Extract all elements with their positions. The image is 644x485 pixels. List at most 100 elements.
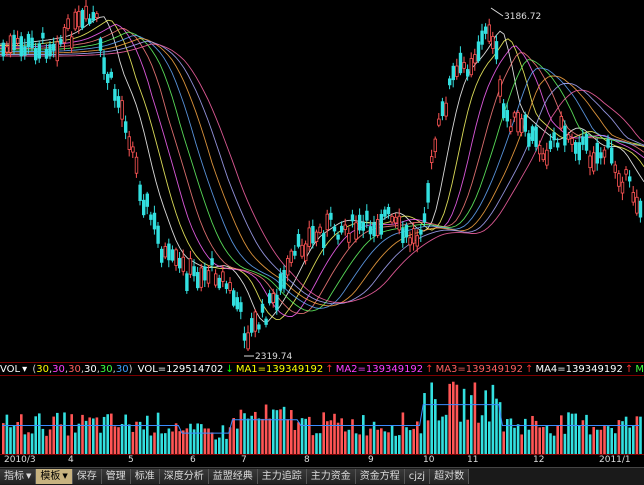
volume-bar xyxy=(437,420,441,454)
volume-bar xyxy=(516,424,520,454)
candle-body xyxy=(372,222,376,237)
vol-param: 30 xyxy=(52,364,65,375)
candle-body xyxy=(545,149,549,166)
volume-ma-line xyxy=(2,404,640,434)
volume-bar xyxy=(290,410,293,454)
axis-label: 2011/1 xyxy=(599,455,631,465)
toolbar-tab[interactable]: 指标 ▼ xyxy=(0,469,37,484)
candle-body xyxy=(538,145,542,155)
candle-body xyxy=(422,213,427,223)
candle-body xyxy=(152,212,157,230)
candle-body xyxy=(494,41,499,60)
candle-body xyxy=(52,43,56,51)
candle-body xyxy=(465,69,470,77)
toolbar-tab-label: 深度分析 xyxy=(163,471,204,482)
volume-bar xyxy=(372,421,376,454)
candle-body xyxy=(483,26,488,34)
volume-bar xyxy=(45,435,48,454)
candle-body xyxy=(159,248,164,263)
candle-body xyxy=(354,222,358,240)
candle-body xyxy=(404,224,409,238)
vol-param: 30 xyxy=(115,364,129,375)
candle-body xyxy=(512,112,517,118)
volume-chart[interactable] xyxy=(0,376,644,454)
vol-indicator-name[interactable]: VOL ▾ xyxy=(0,364,28,375)
candle-body xyxy=(278,273,283,291)
candle-body xyxy=(174,249,178,266)
ma-line xyxy=(0,31,644,312)
candle-body xyxy=(221,271,225,282)
candle-body xyxy=(379,213,383,235)
volume-bar xyxy=(34,416,37,454)
toolbar-tab[interactable]: 主力追踪 xyxy=(257,469,307,484)
toolbar-tab[interactable]: 保存 xyxy=(72,469,102,484)
candle-body xyxy=(311,225,315,244)
volume-bar xyxy=(599,429,603,454)
volume-bar xyxy=(419,433,423,454)
volume-bar xyxy=(452,381,455,454)
candle-body xyxy=(339,225,344,233)
toolbar-tab[interactable]: 模板 ▼ xyxy=(36,469,73,484)
volume-bar xyxy=(5,414,9,454)
volume-bar xyxy=(131,431,135,454)
toolbar-tab[interactable]: 超对数 xyxy=(430,469,470,484)
toolbar-tab-label: 保存 xyxy=(76,471,97,482)
candle-body xyxy=(498,79,502,97)
candle-body xyxy=(1,42,5,57)
candle-body xyxy=(628,176,632,182)
volume-bar xyxy=(545,425,549,454)
volume-bar xyxy=(578,425,581,454)
volume-bar xyxy=(149,435,153,454)
volume-bar xyxy=(250,415,253,454)
volume-bar xyxy=(426,420,430,454)
vol-value-1: MA1=139349192 xyxy=(235,364,324,375)
volume-bar xyxy=(574,413,577,454)
volume-bar xyxy=(311,435,315,454)
volume-bar xyxy=(279,409,282,454)
volume-bar xyxy=(398,435,401,454)
volume-bars xyxy=(2,381,642,454)
candle-body xyxy=(257,324,261,330)
candle-body xyxy=(595,142,599,164)
volume-bar xyxy=(491,384,495,454)
toolbar-tab[interactable]: 深度分析 xyxy=(159,469,209,484)
toolbar-tab[interactable]: cjzj xyxy=(404,469,431,484)
toolbar-tab[interactable]: 主力资金 xyxy=(306,469,356,484)
toolbar-tab-label: 益盟经典 xyxy=(212,471,253,482)
volume-bar xyxy=(48,429,52,454)
candle-body xyxy=(156,225,160,244)
volume-bar xyxy=(560,415,563,454)
volume-bar xyxy=(570,413,574,454)
candle-body xyxy=(91,12,95,21)
candle-body xyxy=(343,224,347,230)
candle-body xyxy=(185,273,189,291)
toolbar-tab[interactable]: 管理 xyxy=(101,469,131,484)
candle-body xyxy=(70,36,74,49)
candle-body xyxy=(397,215,401,231)
candle-body xyxy=(469,58,473,76)
toolbar-tab[interactable]: 标准 xyxy=(130,469,160,484)
toolbar-tab-label: 管理 xyxy=(105,471,126,482)
volume-bar xyxy=(617,420,621,454)
volume-bar xyxy=(203,428,207,454)
candle-body xyxy=(350,214,355,222)
candle-body xyxy=(347,232,351,243)
volume-bar xyxy=(448,383,451,454)
toolbar-tab[interactable]: 资金方程 xyxy=(355,469,405,484)
volume-bar xyxy=(498,402,502,454)
ma-line xyxy=(0,28,644,315)
candle-body xyxy=(552,132,556,141)
volume-bar xyxy=(232,418,235,454)
volume-bar xyxy=(549,433,552,454)
toolbar-tab[interactable]: 益盟经典 xyxy=(208,469,258,484)
ma-line xyxy=(0,43,644,304)
volume-bar xyxy=(124,414,127,454)
candle-body xyxy=(383,209,387,217)
candlestick-chart[interactable]: 3186.72 2319.74 xyxy=(0,0,644,362)
candle-body xyxy=(167,243,171,261)
volume-bar xyxy=(254,411,257,454)
volume-bar xyxy=(318,433,322,454)
candle-body xyxy=(386,207,391,215)
candle-body xyxy=(102,57,106,74)
candle-body xyxy=(203,266,207,281)
